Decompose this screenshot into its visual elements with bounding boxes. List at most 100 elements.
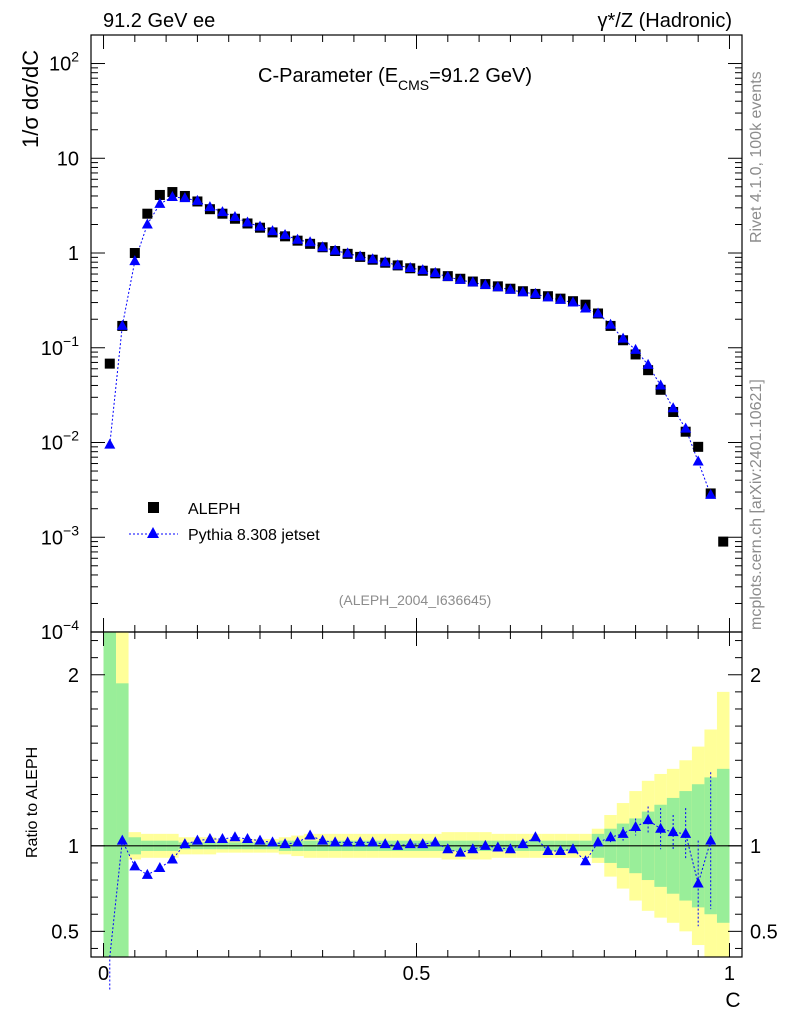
legend-label-pythia: Pythia 8.308 jetset (188, 527, 320, 544)
ratio-point (642, 814, 654, 825)
pythia-point (104, 438, 116, 449)
pythia-point (166, 191, 178, 202)
pythia-point (442, 270, 454, 281)
aleph-point (643, 365, 654, 376)
main-y-tick-label-exp: −1 (63, 333, 79, 349)
ratio-point (342, 836, 354, 847)
pythia-point (517, 286, 529, 297)
pythia-point (429, 267, 441, 278)
ratio-point (254, 834, 266, 845)
main-series-layer (104, 187, 729, 547)
ratio-point (141, 868, 153, 879)
ratio-point (204, 832, 216, 843)
ratio-y-tick-label: 1 (750, 836, 761, 858)
main-y-tick-label-base: 10 (41, 338, 63, 360)
pythia-point (504, 283, 516, 294)
ratio-y-tick-label: 2 (68, 665, 79, 687)
ratio-band-green (103, 632, 117, 957)
ratio-point (154, 862, 166, 873)
ratio-point (517, 838, 529, 849)
ratio-point (605, 831, 617, 842)
pythia-point (630, 343, 642, 354)
plot-title-pre: C-Parameter (E (258, 65, 398, 87)
pythia-point (304, 236, 316, 247)
ratio-point (216, 832, 228, 843)
ratio-point (479, 839, 491, 850)
ratio-point (367, 836, 379, 847)
main-x-ticks (103, 35, 730, 632)
plot-title: C-Parameter (ECMS=91.2 GeV) (258, 65, 532, 93)
aleph-point (630, 349, 641, 360)
pythia-point (705, 488, 717, 499)
pythia-point (229, 210, 241, 221)
ratio-point (529, 831, 541, 842)
ratio-point (492, 841, 504, 852)
ratio-point (467, 843, 479, 854)
legend-marker-pythia (147, 527, 159, 538)
ratio-y-tick-label: 2 (750, 665, 761, 687)
ratio-point (229, 831, 241, 842)
rivet-label: Rivet 4.1.0, 100k events (748, 71, 765, 243)
ratio-point (354, 836, 366, 847)
aleph-point (142, 208, 153, 219)
pythia-point (642, 358, 654, 369)
pythia-point (392, 259, 404, 270)
plot-title-post: =91.2 GeV) (429, 65, 532, 87)
ratio-point (429, 836, 441, 847)
ratio-point (267, 836, 279, 847)
pythia-point (655, 379, 667, 390)
pythia-point (116, 319, 128, 330)
mcplots-label: mcplots.cern.ch [arXiv:2401.10621] (748, 379, 765, 630)
pythia-point (354, 250, 366, 261)
legend-marker-aleph (148, 502, 159, 513)
pythia-point (580, 302, 592, 313)
aleph-point (655, 384, 666, 395)
aleph-point (154, 189, 165, 200)
pythia-point (367, 253, 379, 264)
ratio-point (630, 821, 642, 831)
ratio-point (580, 855, 592, 866)
main-y-tick-label: 10−2 (41, 428, 79, 455)
pythia-point (617, 332, 629, 343)
main-y-axis-label: 1/σ dσ/dC (18, 50, 43, 148)
main-y-tick-label: 10−4 (41, 617, 79, 644)
pythia-point (592, 307, 604, 318)
header-left: 91.2 GeV ee (103, 10, 215, 32)
analysis-watermark: (ALEPH_2004_I636645) (339, 592, 492, 608)
ratio-point (129, 860, 141, 871)
main-y-tick-label-exp: −2 (63, 428, 79, 444)
pythia-point (492, 281, 504, 292)
ratio-y-tick-label: 1 (68, 836, 79, 858)
ratio-point (592, 836, 604, 847)
main-y-tick-label-base: 10 (41, 433, 63, 455)
pythia-point (241, 216, 253, 227)
pythia-point (329, 244, 341, 255)
pythia-point (191, 194, 203, 205)
main-y-tick-label-exp: −3 (63, 522, 79, 538)
ratio-point (241, 832, 253, 843)
pythia-point (680, 422, 692, 433)
ratio-x-tick-label: 0.5 (403, 963, 431, 985)
pythia-point (154, 197, 166, 208)
ratio-y-tick-label: 0.5 (51, 921, 79, 943)
pythia-point (342, 247, 354, 258)
pythia-point (317, 241, 329, 252)
ratio-point (279, 838, 291, 849)
ratio-point (116, 834, 128, 845)
ratio-point (667, 826, 679, 837)
main-y-tick-label: 10−3 (41, 522, 79, 549)
main-y-tick-label: 1 (68, 243, 79, 265)
main-y-tick-label-exp: −4 (63, 617, 79, 633)
ratio-series-layer (109, 772, 717, 990)
pythia-point (404, 261, 416, 272)
ratio-point (191, 834, 203, 845)
pythia-point (605, 318, 617, 329)
ratio-point (617, 827, 629, 838)
ratio-point (504, 843, 516, 854)
pythia-line (109, 196, 712, 496)
pythia-point (292, 233, 304, 244)
pythia-point (417, 264, 429, 275)
